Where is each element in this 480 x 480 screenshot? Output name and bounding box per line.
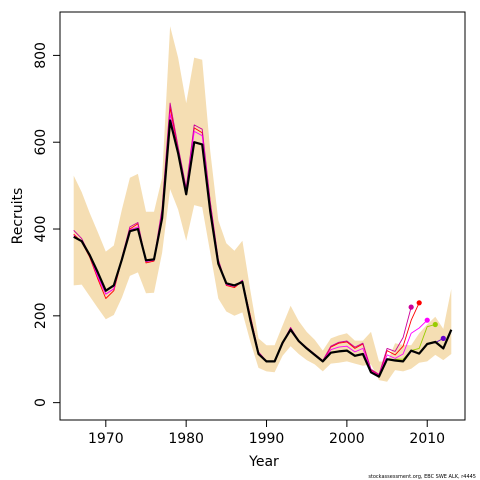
y-tick-label: 800 xyxy=(33,42,49,69)
endpoint-marker-1 xyxy=(408,304,414,310)
y-tick-label: 600 xyxy=(33,129,49,156)
confidence-band xyxy=(73,26,452,382)
y-axis: 0 200 400 600 800 xyxy=(33,42,61,407)
endpoint-marker-5 xyxy=(440,335,446,341)
series-endpoints xyxy=(408,300,446,341)
y-tick-label: 0 xyxy=(33,398,49,407)
x-axis: 1970 1980 1990 2000 2010 xyxy=(88,419,445,447)
x-tick-label: 1980 xyxy=(168,431,204,447)
y-tick-label: 400 xyxy=(33,216,49,243)
x-tick-label: 2010 xyxy=(409,431,445,447)
retro-series-line-2 xyxy=(73,102,412,375)
endpoint-marker-3 xyxy=(424,317,430,323)
credit-text: stockassessment.org, EBC SWE ALK, r4445 xyxy=(368,474,476,480)
endpoint-marker-2 xyxy=(416,300,422,306)
x-tick-label: 1990 xyxy=(249,431,285,447)
y-tick-label: 200 xyxy=(33,302,49,329)
series-lines xyxy=(73,102,453,378)
retro-series-line-4 xyxy=(395,324,436,360)
confidence-band-area xyxy=(73,26,452,382)
x-tick-label: 2000 xyxy=(329,431,365,447)
y-axis-label: Recruits xyxy=(10,188,26,245)
x-tick-label: 1970 xyxy=(88,431,124,447)
main-series-line xyxy=(73,119,453,378)
endpoint-marker-4 xyxy=(432,321,438,328)
x-axis-label: Year xyxy=(248,454,279,470)
